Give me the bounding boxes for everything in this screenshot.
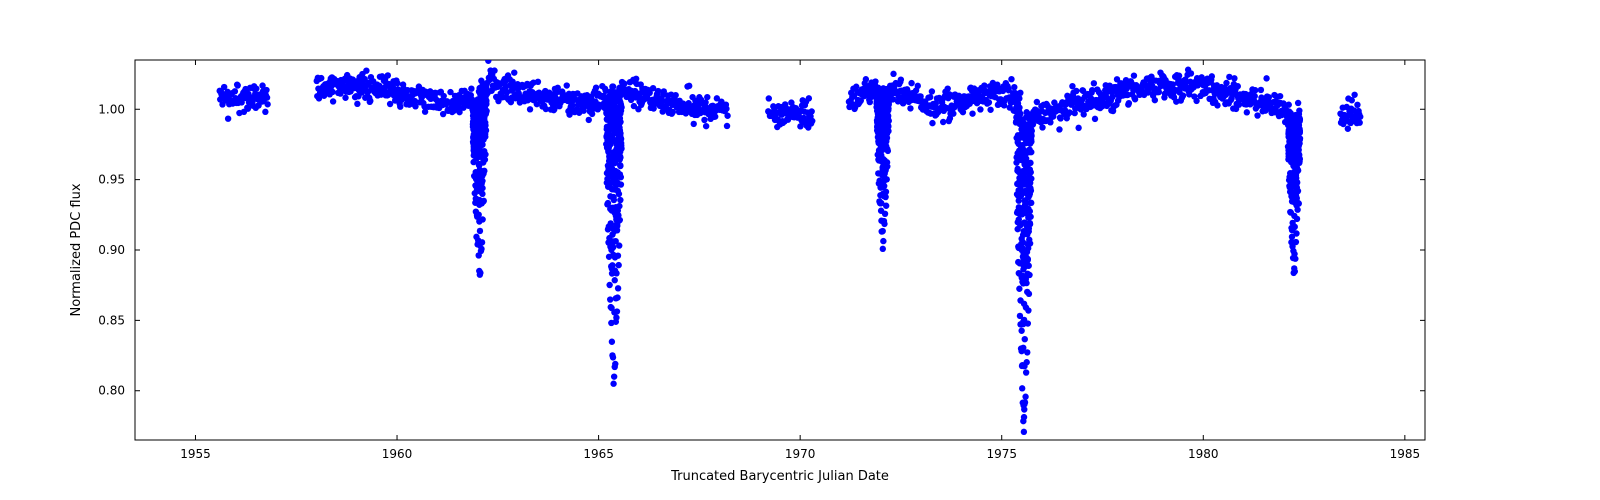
y-tick-label: 0.95 [98, 173, 125, 187]
chart-svg: 1955 1960 1965 1970 1975 1980 1985 0.80 0.85 0.90… [0, 0, 1600, 500]
x-tick-label: 1975 [986, 447, 1017, 461]
chart-background [0, 0, 1600, 500]
lightcurve-chart: 1955 1960 1965 1970 1975 1980 1985 0.80 0.85 0.90… [0, 0, 1600, 500]
y-tick-label: 0.90 [98, 243, 125, 257]
x-tick-label: 1965 [583, 447, 614, 461]
y-tick-label: 0.85 [98, 313, 125, 327]
x-tick-label: 1980 [1188, 447, 1219, 461]
x-axis-label: Truncated Barycentric Julian Date [670, 469, 889, 484]
x-tick-label: 1955 [180, 447, 211, 461]
x-tick-label: 1960 [382, 447, 413, 461]
x-tick-label: 1970 [785, 447, 816, 461]
x-tick-label: 1985 [1390, 447, 1421, 461]
y-axis-label: Normalized PDC flux [69, 183, 84, 316]
y-tick-label: 0.80 [98, 384, 125, 398]
y-tick-label: 1.00 [98, 102, 125, 116]
